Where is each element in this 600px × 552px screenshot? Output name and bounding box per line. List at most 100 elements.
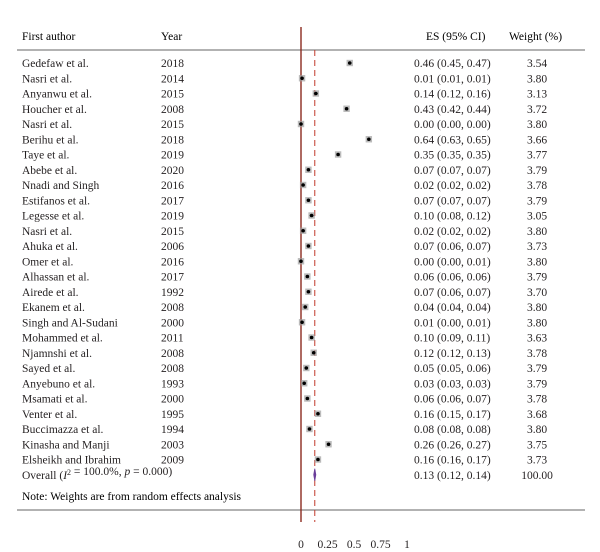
study-year: 2018: [161, 58, 184, 70]
study-es-ci: 0.05 (0.05, 0.06): [414, 363, 491, 375]
study-weight: 3.05: [527, 211, 547, 223]
study-year: 2000: [161, 394, 184, 406]
study-weight: 3.80: [527, 226, 547, 238]
study-weight: 3.79: [527, 378, 547, 390]
table-header: First author Year ES (95% CI) Weight (%): [22, 31, 562, 43]
study-year: 2003: [161, 439, 184, 451]
study-point: [309, 335, 314, 340]
study-author: Venter et al.: [22, 409, 77, 421]
study-year: 2008: [161, 348, 184, 360]
study-row: Legesse et al. 2019 0.10 (0.08, 0.12) 3.05: [22, 211, 547, 223]
study-author: Ekanem et al.: [22, 302, 85, 314]
study-year: 2015: [161, 119, 184, 131]
study-year: 1992: [161, 287, 184, 299]
study-point: [316, 411, 320, 416]
study-row: Airede et al. 1992 0.07 (0.06, 0.07) 3.70: [22, 287, 547, 299]
study-author: Nasri et al.: [22, 119, 72, 131]
study-es-ci: 0.06 (0.06, 0.07): [414, 394, 491, 406]
study-year: 1995: [161, 409, 184, 421]
overall-weight: 100.00: [521, 470, 553, 482]
study-row: Buccimazza et al. 1994 0.08 (0.08, 0.08) 3.…: [22, 424, 547, 436]
study-row: Berihu et al. 2018 0.64 (0.63, 0.65) 3.66: [22, 134, 547, 146]
study-author: Abebe et al.: [22, 165, 77, 177]
study-es-ci: 0.26 (0.26, 0.27): [414, 439, 491, 451]
study-row: Nasri et al. 2015 0.00 (0.00, 0.00) 3.80: [22, 119, 547, 131]
study-point: [299, 122, 303, 126]
study-year: 2000: [161, 317, 184, 329]
study-row: Ahuka et al. 2006 0.07 (0.06, 0.07) 3.73: [22, 241, 547, 253]
study-year: 2008: [161, 302, 184, 314]
study-author: Houcher et al.: [22, 104, 87, 116]
study-point: [344, 106, 349, 111]
study-es-ci: 0.46 (0.45, 0.47): [414, 58, 491, 70]
study-year: 2019: [161, 211, 184, 223]
study-weight: 3.72: [527, 104, 547, 116]
study-author: Taye et al.: [22, 150, 70, 162]
study-es-ci: 0.07 (0.06, 0.07): [414, 241, 491, 253]
study-row: Nasri et al. 2014 0.01 (0.01, 0.01) 3.80: [22, 73, 547, 85]
study-row: Njamnshi et al. 2008 0.12 (0.12, 0.13) 3.78: [22, 348, 547, 360]
study-year: 2019: [161, 150, 184, 162]
study-year: 2009: [161, 455, 184, 467]
study-point: [347, 61, 352, 65]
study-weight: 3.68: [527, 409, 547, 421]
study-weight: 3.70: [527, 287, 547, 299]
study-weight: 3.75: [527, 439, 547, 451]
study-author: Airede et al.: [22, 287, 79, 299]
study-es-ci: 0.02 (0.02, 0.02): [414, 226, 491, 238]
footnote: Note: Weights are from random effects an…: [22, 491, 242, 503]
study-author: Msamati et al.: [22, 394, 88, 406]
study-weight: 3.79: [527, 272, 547, 284]
study-weight: 3.66: [527, 134, 547, 146]
study-es-ci: 0.01 (0.00, 0.01): [414, 317, 491, 329]
study-author: Anyanwu et al.: [22, 89, 92, 101]
study-row: Abebe et al. 2020 0.07 (0.07, 0.07) 3.79: [22, 165, 547, 177]
study-weight: 3.79: [527, 195, 547, 207]
study-row: Mohammed et al. 2011 0.10 (0.09, 0.11) 3.63: [22, 333, 547, 345]
study-es-ci: 0.04 (0.04, 0.04): [414, 302, 491, 314]
study-year: 2014: [161, 73, 184, 85]
study-weight: 3.80: [527, 424, 547, 436]
study-row: Ekanem et al. 2008 0.04 (0.04, 0.04) 3.80: [22, 302, 547, 314]
study-es-ci: 0.02 (0.02, 0.02): [414, 180, 491, 192]
overall-diamond: [313, 468, 317, 481]
study-row: Houcher et al. 2008 0.43 (0.42, 0.44) 3.72: [22, 104, 547, 116]
study-row: Anyanwu et al. 2015 0.14 (0.12, 0.16) 3.13: [22, 89, 547, 101]
study-point: [316, 457, 320, 462]
study-point: [305, 396, 310, 401]
study-es-ci: 0.35 (0.35, 0.35): [414, 150, 491, 162]
study-year: 2016: [161, 256, 184, 268]
study-row: Venter et al. 1995 0.16 (0.15, 0.17) 3.68: [22, 409, 547, 421]
study-weight: 3.78: [527, 180, 547, 192]
study-es-ci: 0.16 (0.16, 0.17): [414, 455, 491, 467]
study-author: Singh and Al-Sudani: [22, 317, 118, 329]
study-year: 2020: [161, 165, 184, 177]
study-author: Gedefaw et al.: [22, 58, 89, 70]
study-weight: 3.13: [527, 89, 547, 101]
study-es-ci: 0.64 (0.63, 0.65): [414, 134, 491, 146]
study-point: [326, 442, 331, 447]
study-point: [305, 274, 310, 279]
x-tick-label: 0.25: [317, 539, 337, 551]
study-author: Ahuka et al.: [22, 241, 78, 253]
study-es-ci: 0.10 (0.08, 0.12): [414, 211, 491, 223]
study-author: Alhassan et al.: [22, 272, 90, 284]
year-column-header: Year: [161, 31, 182, 43]
overall-es-ci: 0.13 (0.12, 0.14): [414, 470, 491, 482]
study-author: Omer et al.: [22, 256, 74, 268]
study-row: Taye et al. 2019 0.35 (0.35, 0.35) 3.77: [22, 150, 547, 162]
study-row: Nnadi and Singh 2016 0.02 (0.02, 0.02) 3.78: [22, 180, 547, 192]
overall-label: Overall (I2 = 100.0%, p = 0.000): [22, 466, 172, 482]
study-point: [367, 137, 371, 142]
study-author: Legesse et al.: [22, 211, 84, 223]
study-es-ci: 0.08 (0.08, 0.08): [414, 424, 491, 436]
study-es-ci: 0.14 (0.12, 0.16): [414, 89, 491, 101]
x-axis: 0 0.25 0.5 0.75 1: [298, 539, 410, 551]
study-year: 2006: [161, 241, 184, 253]
study-es-ci: 0.07 (0.07, 0.07): [414, 165, 491, 177]
study-es-ci: 0.16 (0.15, 0.17): [414, 409, 491, 421]
study-author: Nasri et al.: [22, 73, 72, 85]
study-author: Anyebuno et al.: [22, 378, 95, 390]
study-point: [306, 167, 311, 172]
